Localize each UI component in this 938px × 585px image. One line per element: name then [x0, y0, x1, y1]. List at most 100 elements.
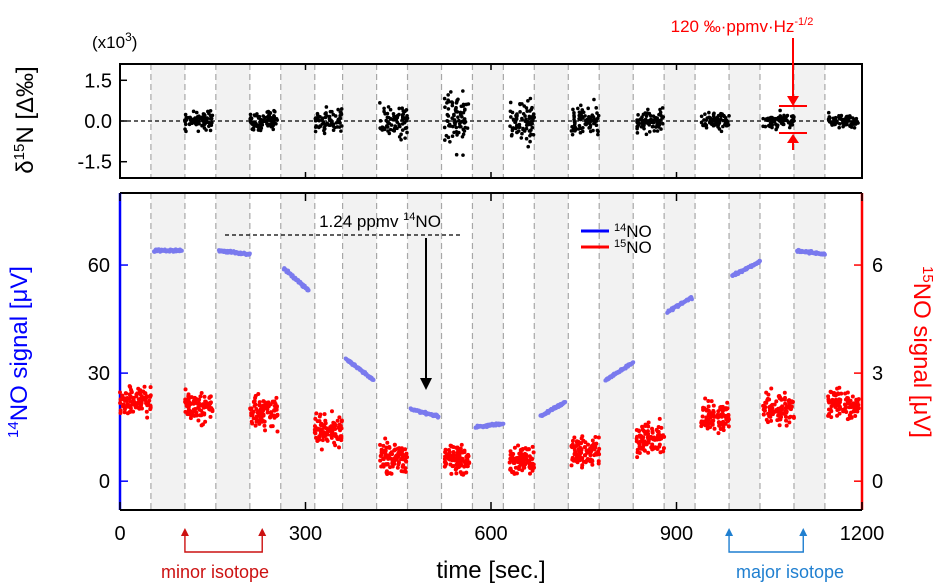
point-15NO	[780, 407, 785, 412]
point-14NO	[371, 377, 376, 382]
point-15NO	[716, 431, 721, 436]
point-15NO	[782, 390, 787, 395]
delta-point	[330, 109, 334, 114]
delta-point	[459, 124, 463, 129]
point-15NO	[703, 396, 708, 401]
point-15NO	[339, 435, 344, 440]
delta-point	[454, 125, 459, 130]
point-15NO	[774, 399, 779, 404]
delta-point	[528, 139, 532, 144]
delta-point	[583, 114, 587, 118]
point-15NO	[453, 467, 458, 472]
delta-point	[463, 107, 467, 112]
delta-point	[205, 116, 210, 121]
point-15NO	[272, 408, 277, 413]
point-15NO	[844, 409, 849, 414]
delta-point	[397, 106, 402, 111]
delta-point	[385, 115, 390, 120]
delta-point	[704, 123, 709, 127]
point-15NO	[830, 397, 835, 402]
delta-point	[403, 136, 407, 140]
delta-point	[329, 122, 334, 127]
point-15NO	[638, 433, 643, 438]
point-15NO	[383, 436, 388, 441]
point-15NO	[203, 399, 208, 404]
point-15NO	[853, 413, 858, 418]
point-15NO	[590, 438, 595, 443]
point-15NO	[587, 450, 592, 455]
point-15NO	[784, 423, 789, 428]
delta-point	[646, 120, 650, 124]
point-15NO	[834, 401, 839, 406]
point-15NO	[593, 445, 598, 450]
point-15NO	[384, 445, 389, 450]
point-15NO	[389, 450, 394, 455]
delta-point	[257, 114, 262, 119]
delta-point	[256, 128, 261, 132]
delta-point	[761, 116, 765, 121]
delta-point	[586, 106, 590, 111]
delta-point	[457, 118, 461, 123]
point-15NO	[334, 434, 339, 439]
point-15NO	[715, 412, 720, 417]
point-15NO	[837, 385, 842, 390]
delta-point	[315, 111, 320, 116]
point-15NO	[843, 403, 848, 408]
point-15NO	[258, 416, 263, 421]
delta-point	[382, 109, 386, 114]
point-15NO	[769, 418, 774, 423]
shaded-band	[407, 193, 442, 510]
noise-annotation: 120 ‰·ppmv·Hz-1/2	[671, 16, 813, 150]
point-15NO	[767, 404, 772, 409]
delta-point	[596, 129, 600, 134]
point-14NO	[563, 400, 568, 405]
point-15NO	[519, 447, 524, 452]
delta-point	[525, 109, 530, 113]
point-15NO	[199, 391, 204, 396]
shaded-band	[150, 193, 185, 510]
point-15NO	[583, 453, 588, 458]
point-15NO	[719, 405, 724, 410]
delta-point	[270, 121, 275, 126]
point-15NO	[264, 406, 269, 411]
point-15NO	[275, 429, 280, 434]
delta-point	[594, 123, 599, 128]
point-15NO	[133, 405, 138, 410]
point-15NO	[455, 454, 460, 459]
point-15NO	[254, 414, 259, 419]
point-15NO	[400, 464, 405, 469]
point-15NO	[709, 399, 714, 404]
x-ticks: 0 300 600 900 1200	[114, 193, 884, 545]
point-15NO	[764, 390, 769, 395]
delta-point	[717, 127, 722, 131]
delta-point	[459, 113, 463, 117]
point-15NO	[517, 451, 522, 456]
point-15NO	[699, 424, 704, 429]
delta-point	[527, 129, 532, 133]
point-15NO	[332, 440, 337, 445]
point-15NO	[635, 455, 640, 460]
delta-point	[578, 130, 583, 135]
point-15NO	[315, 419, 320, 424]
delta-point	[660, 121, 665, 126]
delta-point	[827, 117, 832, 121]
delta-point	[446, 98, 450, 102]
delta-point	[464, 102, 469, 107]
delta-point	[209, 123, 214, 128]
delta-point	[524, 136, 529, 141]
point-15NO	[837, 411, 842, 416]
delta-point	[405, 130, 409, 135]
point-15NO	[322, 412, 327, 417]
point-15NO	[129, 409, 134, 414]
point-15NO	[580, 434, 585, 439]
delta-point	[443, 105, 447, 109]
point-15NO	[261, 419, 266, 424]
shaded-band	[215, 193, 250, 510]
x-tick-label: 900	[660, 523, 693, 545]
delta-point	[660, 106, 665, 110]
point-15NO	[726, 424, 731, 429]
point-15NO	[257, 403, 262, 408]
delta-point	[572, 115, 576, 119]
point-15NO	[791, 415, 796, 420]
point-14NO	[247, 251, 252, 256]
